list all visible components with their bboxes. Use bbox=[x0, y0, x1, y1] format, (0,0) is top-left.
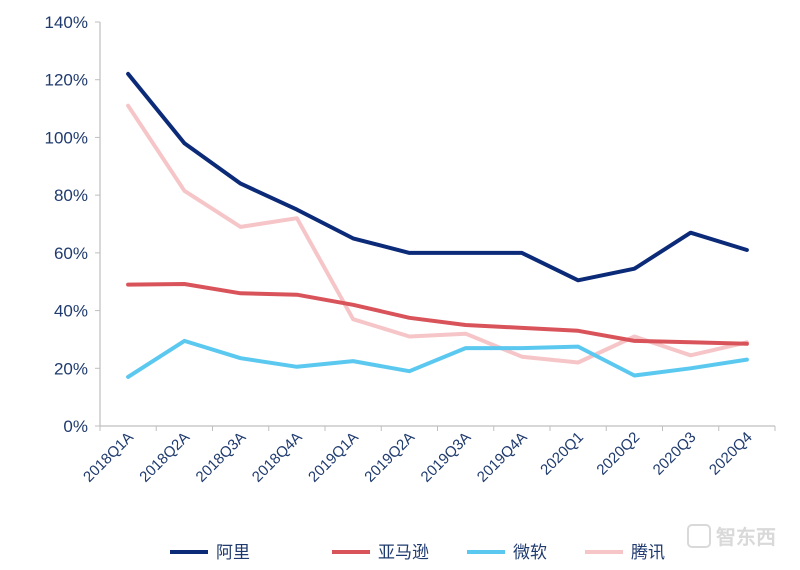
series-lines bbox=[126, 71, 749, 379]
x-axis: 2018Q1A 2018Q2A 2018Q3A 2018Q4A 2019Q1A 2019Q… bbox=[80, 425, 776, 486]
x-tick-label: 2020Q3 bbox=[650, 429, 700, 479]
y-tick-label: 40% bbox=[54, 302, 88, 321]
y-axis: 0% 20% 40% 60% 80% 100% 120% 140% bbox=[45, 13, 101, 436]
x-tick-label: 2018Q3A bbox=[193, 429, 250, 486]
legend-label: 阿里 bbox=[216, 543, 250, 563]
series-line-3 bbox=[126, 338, 749, 379]
legend-label: 微软 bbox=[513, 543, 547, 563]
y-tick-label: 140% bbox=[45, 13, 88, 32]
x-tick-label: 2018Q1A bbox=[80, 429, 137, 486]
x-tick-label: 2019Q3A bbox=[418, 429, 475, 486]
series-line-1 bbox=[126, 71, 749, 283]
x-tick-label: 2019Q2A bbox=[361, 429, 418, 486]
y-tick-label: 80% bbox=[54, 186, 88, 205]
y-tick-label: 20% bbox=[54, 359, 88, 378]
x-tick-label: 2020Q4 bbox=[706, 429, 756, 479]
y-tick-label: 100% bbox=[45, 128, 88, 147]
x-tick-label: 2019Q1A bbox=[305, 429, 362, 486]
y-tick-label: 60% bbox=[54, 244, 88, 263]
legend-label: 腾讯 bbox=[631, 543, 665, 563]
legend-label: 亚马逊 bbox=[378, 543, 429, 563]
x-tick-label: 2018Q2A bbox=[136, 429, 193, 486]
x-tick-label: 2020Q1 bbox=[537, 429, 587, 479]
y-tick-label: 120% bbox=[45, 71, 88, 90]
x-tick-label: 2018Q4A bbox=[249, 429, 306, 486]
x-tick-label: 2020Q2 bbox=[593, 429, 643, 479]
x-tick-label: 2019Q4A bbox=[474, 429, 531, 486]
y-tick-label: 0% bbox=[63, 417, 88, 436]
series-line-4 bbox=[126, 103, 749, 365]
watermark: 智东西 bbox=[687, 524, 776, 549]
series-line-2 bbox=[126, 282, 749, 346]
watermark-text: 智东西 bbox=[716, 525, 776, 549]
watermark-icon bbox=[687, 524, 711, 548]
legend: 阿里 亚马逊 微软 腾讯 bbox=[170, 543, 665, 563]
